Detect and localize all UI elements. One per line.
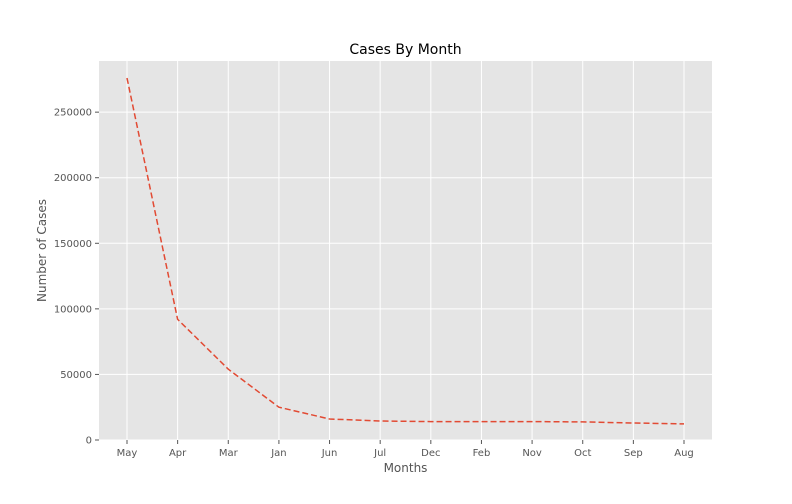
- y-tick-label: 250000: [54, 108, 92, 119]
- y-axis-ticks: 0 50000 100000 150000 200000 250000: [54, 108, 99, 447]
- x-tick-label: Aug: [674, 448, 694, 459]
- y-tick-label: 0: [86, 436, 92, 447]
- x-tick-label: Dec: [421, 448, 440, 459]
- x-tick-label: May: [117, 448, 138, 459]
- series-layer: [126, 77, 685, 425]
- y-tick-label: 150000: [54, 239, 92, 250]
- x-tick-label: Jun: [321, 448, 338, 459]
- x-tick-label: Apr: [169, 448, 187, 459]
- x-tick-label: Jan: [270, 448, 286, 459]
- x-tick-label: Oct: [574, 448, 591, 459]
- x-tick-label: Jul: [373, 448, 386, 459]
- x-axis-label: Months: [384, 461, 428, 475]
- x-tick-label: Feb: [473, 448, 491, 459]
- x-axis-ticks: May Apr Mar Jan Jun Jul Dec Feb Nov Oct Sep Aug: [117, 440, 694, 459]
- y-tick-label: 50000: [60, 370, 92, 381]
- chart-title: Cases By Month: [349, 42, 461, 58]
- plot-area: [99, 61, 712, 440]
- x-tick-label: Sep: [624, 448, 643, 459]
- series-line: [126, 77, 685, 425]
- x-tick-label: Nov: [522, 448, 542, 459]
- y-tick-label: 100000: [54, 304, 92, 315]
- y-axis-label: Number of Cases: [35, 199, 49, 302]
- y-tick-label: 200000: [54, 173, 92, 184]
- grid-lines: [99, 61, 712, 441]
- x-tick-label: Mar: [219, 448, 239, 459]
